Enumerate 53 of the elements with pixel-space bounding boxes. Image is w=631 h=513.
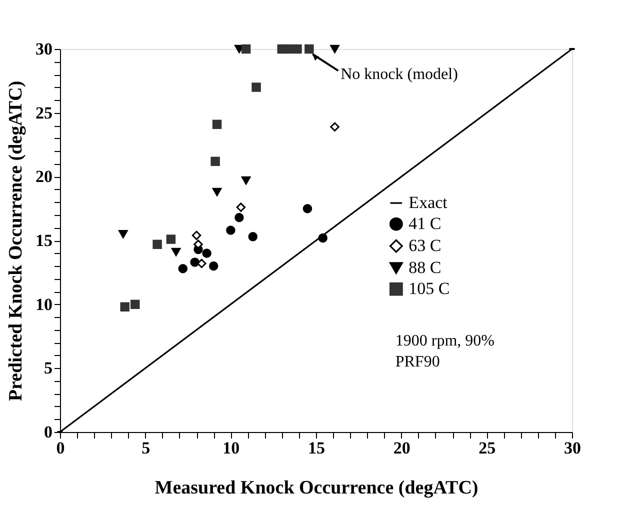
point <box>330 122 340 132</box>
x-tick-label: 0 <box>56 438 65 458</box>
annotation: 1900 rpm, 90% <box>395 332 494 350</box>
legend-label: Exact <box>408 193 448 212</box>
legend-label: 41 C <box>408 214 442 234</box>
y-tick-label: 20 <box>36 167 52 186</box>
point <box>192 230 202 240</box>
point <box>210 156 220 166</box>
point <box>171 248 181 256</box>
x-tick-label: 20 <box>393 438 410 458</box>
point <box>234 212 244 222</box>
annotation: PRF90 <box>395 353 440 370</box>
x-axis-title: Measured Knock Occurrence (degATC) <box>154 478 478 498</box>
legend-label: 88 C <box>408 258 442 278</box>
point <box>118 230 128 238</box>
point <box>190 258 200 267</box>
x-tick-label: 10 <box>222 438 240 458</box>
point <box>152 240 162 249</box>
point <box>304 44 314 54</box>
legend-label: 63 C <box>408 236 442 256</box>
annotation: No knock (model) <box>340 66 458 84</box>
point <box>120 302 130 312</box>
point <box>302 204 312 214</box>
point <box>212 188 222 196</box>
point <box>178 264 188 274</box>
y-tick-label: 25 <box>36 103 52 122</box>
point <box>212 120 222 129</box>
y-tick-label: 5 <box>44 358 52 378</box>
x-tick-label: 15 <box>308 438 325 458</box>
point <box>241 44 251 54</box>
y-axis-title: Predicted Knock Occurrence (degATC) <box>6 80 26 402</box>
point <box>292 44 302 54</box>
point <box>248 232 258 242</box>
point <box>330 44 340 54</box>
y-tick-label: 10 <box>36 294 52 314</box>
point <box>197 258 206 268</box>
y-tick-label: 30 <box>36 40 52 58</box>
point <box>318 233 328 243</box>
point <box>226 226 236 235</box>
point <box>130 300 140 309</box>
y-tick-label: 0 <box>44 422 52 442</box>
point <box>284 44 294 54</box>
point <box>252 82 261 92</box>
point <box>208 261 218 271</box>
y-tick-label: 15 <box>36 231 52 250</box>
point <box>241 176 251 185</box>
x-tick-label: 30 <box>564 438 581 458</box>
x-tick-label: 5 <box>142 438 150 458</box>
point <box>202 248 212 258</box>
point <box>236 202 246 212</box>
point <box>166 234 176 244</box>
x-tick-label: 25 <box>478 438 496 458</box>
legend-label: 105 C <box>408 279 450 298</box>
